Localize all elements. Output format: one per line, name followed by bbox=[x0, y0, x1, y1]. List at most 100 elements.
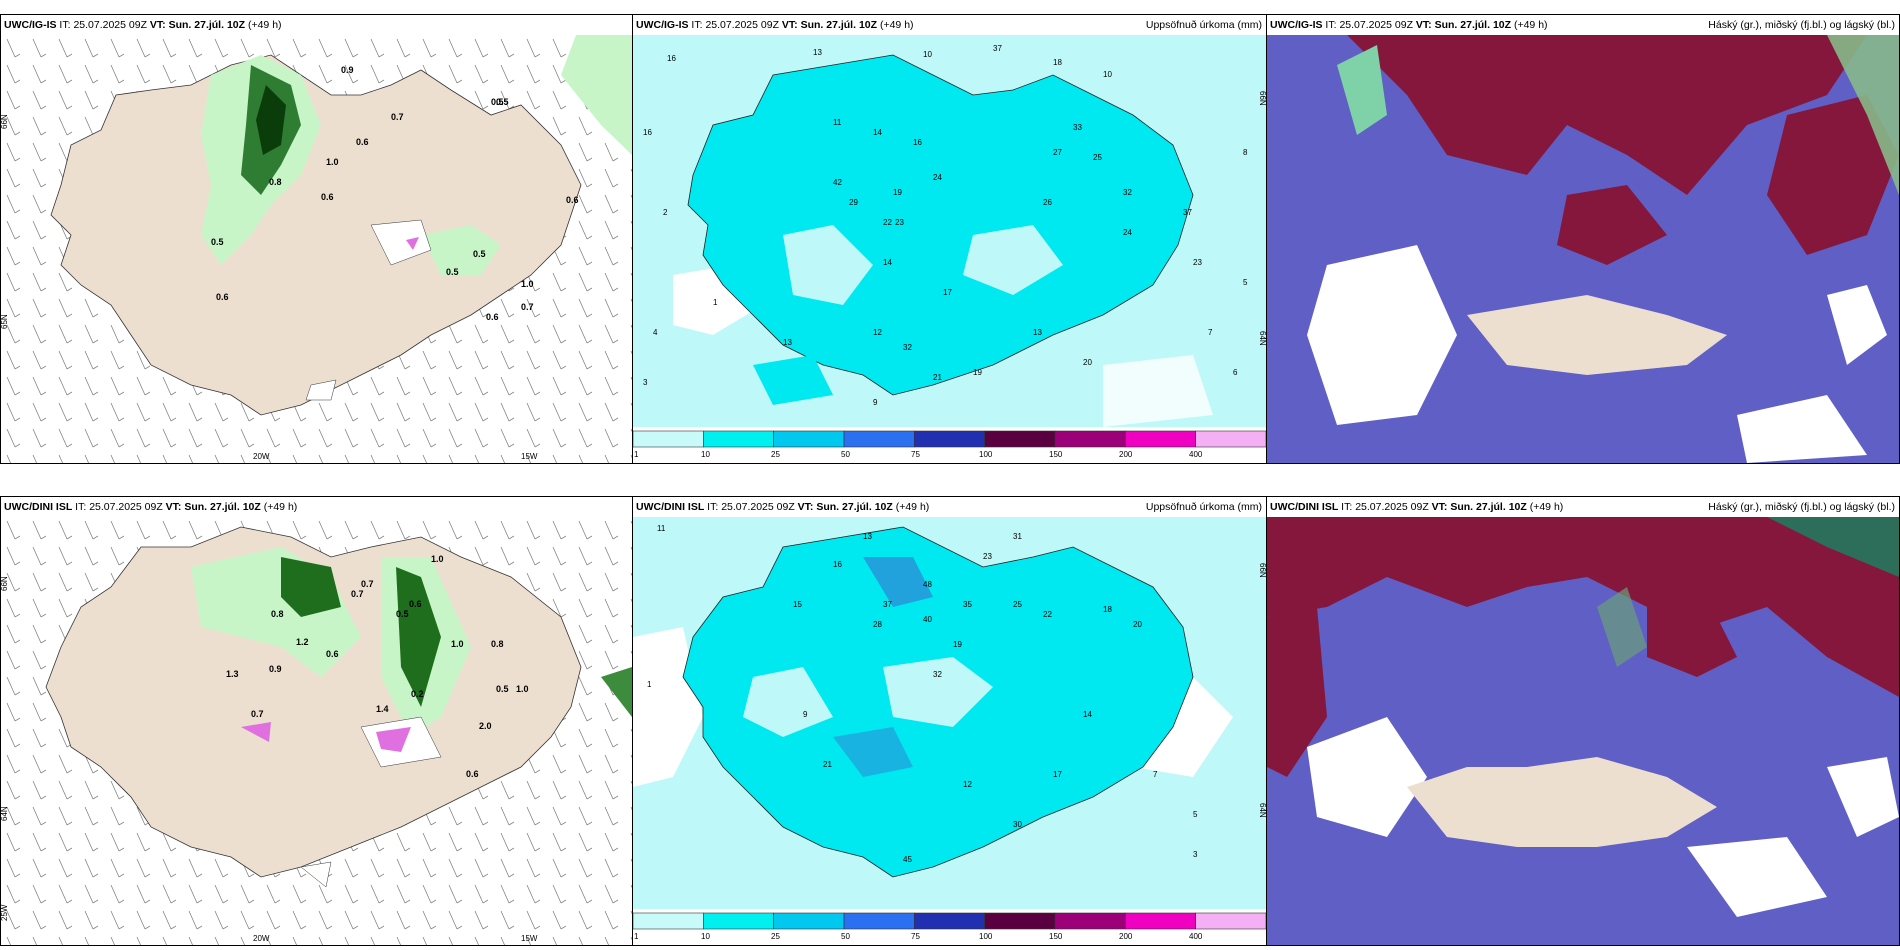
svg-text:19: 19 bbox=[893, 188, 902, 197]
colorbar-swatch bbox=[633, 430, 704, 448]
svg-text:0.8: 0.8 bbox=[271, 609, 284, 619]
it-label: IT: bbox=[1341, 501, 1353, 513]
svg-text:3: 3 bbox=[643, 378, 648, 387]
svg-text:0.7: 0.7 bbox=[521, 302, 534, 312]
panel-wind-bottom: UWC/DINI ISL IT: 25.07.2025 09Z VT: Sun.… bbox=[0, 496, 633, 946]
panel-header: UWC/DINI ISL IT: 25.07.2025 09Z VT: Sun.… bbox=[1267, 497, 1899, 517]
vt-label: VT: bbox=[797, 501, 814, 513]
map-wind-precip: 66N 65N 20W 15W 0.9 0.5 0.7 0.6 1.0 0.8 … bbox=[1, 35, 632, 463]
it-value: 25.07.2025 09Z bbox=[705, 19, 779, 31]
axis-label-66n: 66N bbox=[1, 114, 9, 129]
it-value: 25.07.2025 09Z bbox=[1355, 501, 1429, 513]
svg-text:0.6: 0.6 bbox=[216, 292, 229, 302]
svg-text:16: 16 bbox=[833, 560, 842, 569]
svg-text:37: 37 bbox=[883, 600, 892, 609]
svg-text:1.4: 1.4 bbox=[376, 704, 389, 714]
svg-text:24: 24 bbox=[933, 173, 942, 182]
vt-value: Sun. 27.júl. 10Z bbox=[168, 19, 246, 31]
svg-text:42: 42 bbox=[833, 178, 842, 187]
colorbar-label: 200 bbox=[1119, 932, 1133, 941]
svg-text:1.0: 1.0 bbox=[516, 684, 529, 694]
map-cloud-cover bbox=[1267, 35, 1899, 463]
model-name: UWC/DINI ISL bbox=[4, 501, 73, 513]
colorbar-swatch bbox=[1124, 430, 1196, 448]
svg-text:0.6: 0.6 bbox=[326, 649, 339, 659]
svg-text:13: 13 bbox=[863, 532, 872, 541]
it-label: IT: bbox=[59, 19, 71, 31]
vt-label: VT: bbox=[781, 19, 798, 31]
map-accumulated-precip: 66N 64N 11 13 16 23 31 48 37 28 40 35 25… bbox=[633, 517, 1266, 909]
svg-text:1.0: 1.0 bbox=[521, 279, 534, 289]
colorbar-swatch bbox=[703, 912, 774, 930]
lead-time: (+49 h) bbox=[1513, 19, 1548, 31]
colorbar-label: 25 bbox=[771, 932, 780, 941]
svg-text:31: 31 bbox=[1013, 532, 1022, 541]
colorbar-label: 150 bbox=[1049, 932, 1063, 941]
svg-text:28: 28 bbox=[873, 620, 882, 629]
axis-label-25w: 25W bbox=[1, 904, 9, 921]
colorbar-label: 10 bbox=[701, 450, 710, 459]
colorbar-label: 50 bbox=[841, 450, 850, 459]
svg-text:21: 21 bbox=[933, 373, 942, 382]
svg-text:0.5: 0.5 bbox=[396, 609, 409, 619]
svg-text:27: 27 bbox=[1053, 148, 1062, 157]
axis-label-64n: 64N bbox=[1258, 803, 1266, 818]
map-wind-precip: 66N 64N 25W 20W 15W 1.0 0.7 0.8 1.2 0.9 … bbox=[1, 517, 632, 945]
axis-label-15w: 15W bbox=[521, 934, 538, 943]
it-label: IT: bbox=[75, 501, 87, 513]
field-title: Háský (gr.), miðský (fj.bl.) og lágský (… bbox=[1708, 501, 1895, 513]
svg-text:0.9: 0.9 bbox=[341, 65, 354, 75]
svg-text:0.9: 0.9 bbox=[269, 664, 282, 674]
svg-text:40: 40 bbox=[923, 615, 932, 624]
colorbar-swatch bbox=[1054, 430, 1126, 448]
colorbar-swatch bbox=[843, 430, 915, 448]
it-value: 25.07.2025 09Z bbox=[73, 19, 147, 31]
colorbar-swatch bbox=[984, 912, 1056, 930]
svg-text:18: 18 bbox=[1053, 58, 1062, 67]
panel-header: UWC/DINI ISL IT: 25.07.2025 09Z VT: Sun.… bbox=[633, 497, 1266, 517]
svg-text:32: 32 bbox=[933, 670, 942, 679]
svg-text:19: 19 bbox=[953, 640, 962, 649]
panel-clouds-top: UWC/IG-IS IT: 25.07.2025 09Z VT: Sun. 27… bbox=[1266, 14, 1900, 464]
svg-text:5: 5 bbox=[1243, 278, 1248, 287]
svg-text:33: 33 bbox=[1073, 123, 1082, 132]
axis-label-66n: 66N bbox=[1258, 563, 1266, 578]
svg-text:1.3: 1.3 bbox=[226, 669, 239, 679]
colorbar-label: 1 bbox=[634, 932, 639, 941]
lead-time: (+49 h) bbox=[895, 501, 930, 513]
svg-text:0.5: 0.5 bbox=[211, 237, 224, 247]
svg-text:11: 11 bbox=[657, 524, 666, 533]
model-name: UWC/DINI ISL bbox=[636, 501, 705, 513]
vt-label: VT: bbox=[149, 19, 166, 31]
panel-header: UWC/DINI ISL IT: 25.07.2025 09Z VT: Sun.… bbox=[1, 497, 632, 517]
svg-text:0.6: 0.6 bbox=[356, 137, 369, 147]
svg-text:0.5: 0.5 bbox=[491, 97, 504, 107]
value-labels: 16 13 10 37 18 10 11 14 16 42 29 19 22 2… bbox=[643, 44, 1248, 407]
colorbar-label: 25 bbox=[771, 450, 780, 459]
svg-text:25: 25 bbox=[1013, 600, 1022, 609]
field-title: Uppsöfnuð úrkoma (mm) bbox=[1145, 19, 1262, 31]
svg-text:1.0: 1.0 bbox=[451, 639, 464, 649]
svg-text:0.6: 0.6 bbox=[321, 192, 334, 202]
svg-text:0.6: 0.6 bbox=[466, 769, 479, 779]
colorbar-swatch bbox=[843, 912, 915, 930]
axis-label-66n: 66N bbox=[1, 576, 9, 591]
vt-value: Sun. 27.júl. 10Z bbox=[1434, 19, 1512, 31]
colorbar-label: 150 bbox=[1049, 450, 1063, 459]
svg-text:2: 2 bbox=[663, 208, 668, 217]
colorbar-swatch bbox=[633, 912, 704, 930]
colorbar-swatch bbox=[773, 912, 845, 930]
svg-text:0.5: 0.5 bbox=[496, 684, 509, 694]
svg-text:11: 11 bbox=[833, 118, 842, 127]
svg-text:9: 9 bbox=[873, 398, 878, 407]
colorbar: 1 10 25 50 75 100 150 200 400 bbox=[633, 909, 1266, 945]
svg-text:13: 13 bbox=[813, 48, 822, 57]
svg-text:0.7: 0.7 bbox=[251, 709, 264, 719]
svg-text:21: 21 bbox=[823, 760, 832, 769]
svg-text:1.0: 1.0 bbox=[431, 554, 444, 564]
svg-text:12: 12 bbox=[873, 328, 882, 337]
svg-text:22: 22 bbox=[1043, 610, 1052, 619]
axis-label-64n: 64N bbox=[1, 806, 9, 821]
vt-value: Sun. 27.júl. 10Z bbox=[1450, 501, 1527, 513]
svg-text:19: 19 bbox=[973, 368, 982, 377]
